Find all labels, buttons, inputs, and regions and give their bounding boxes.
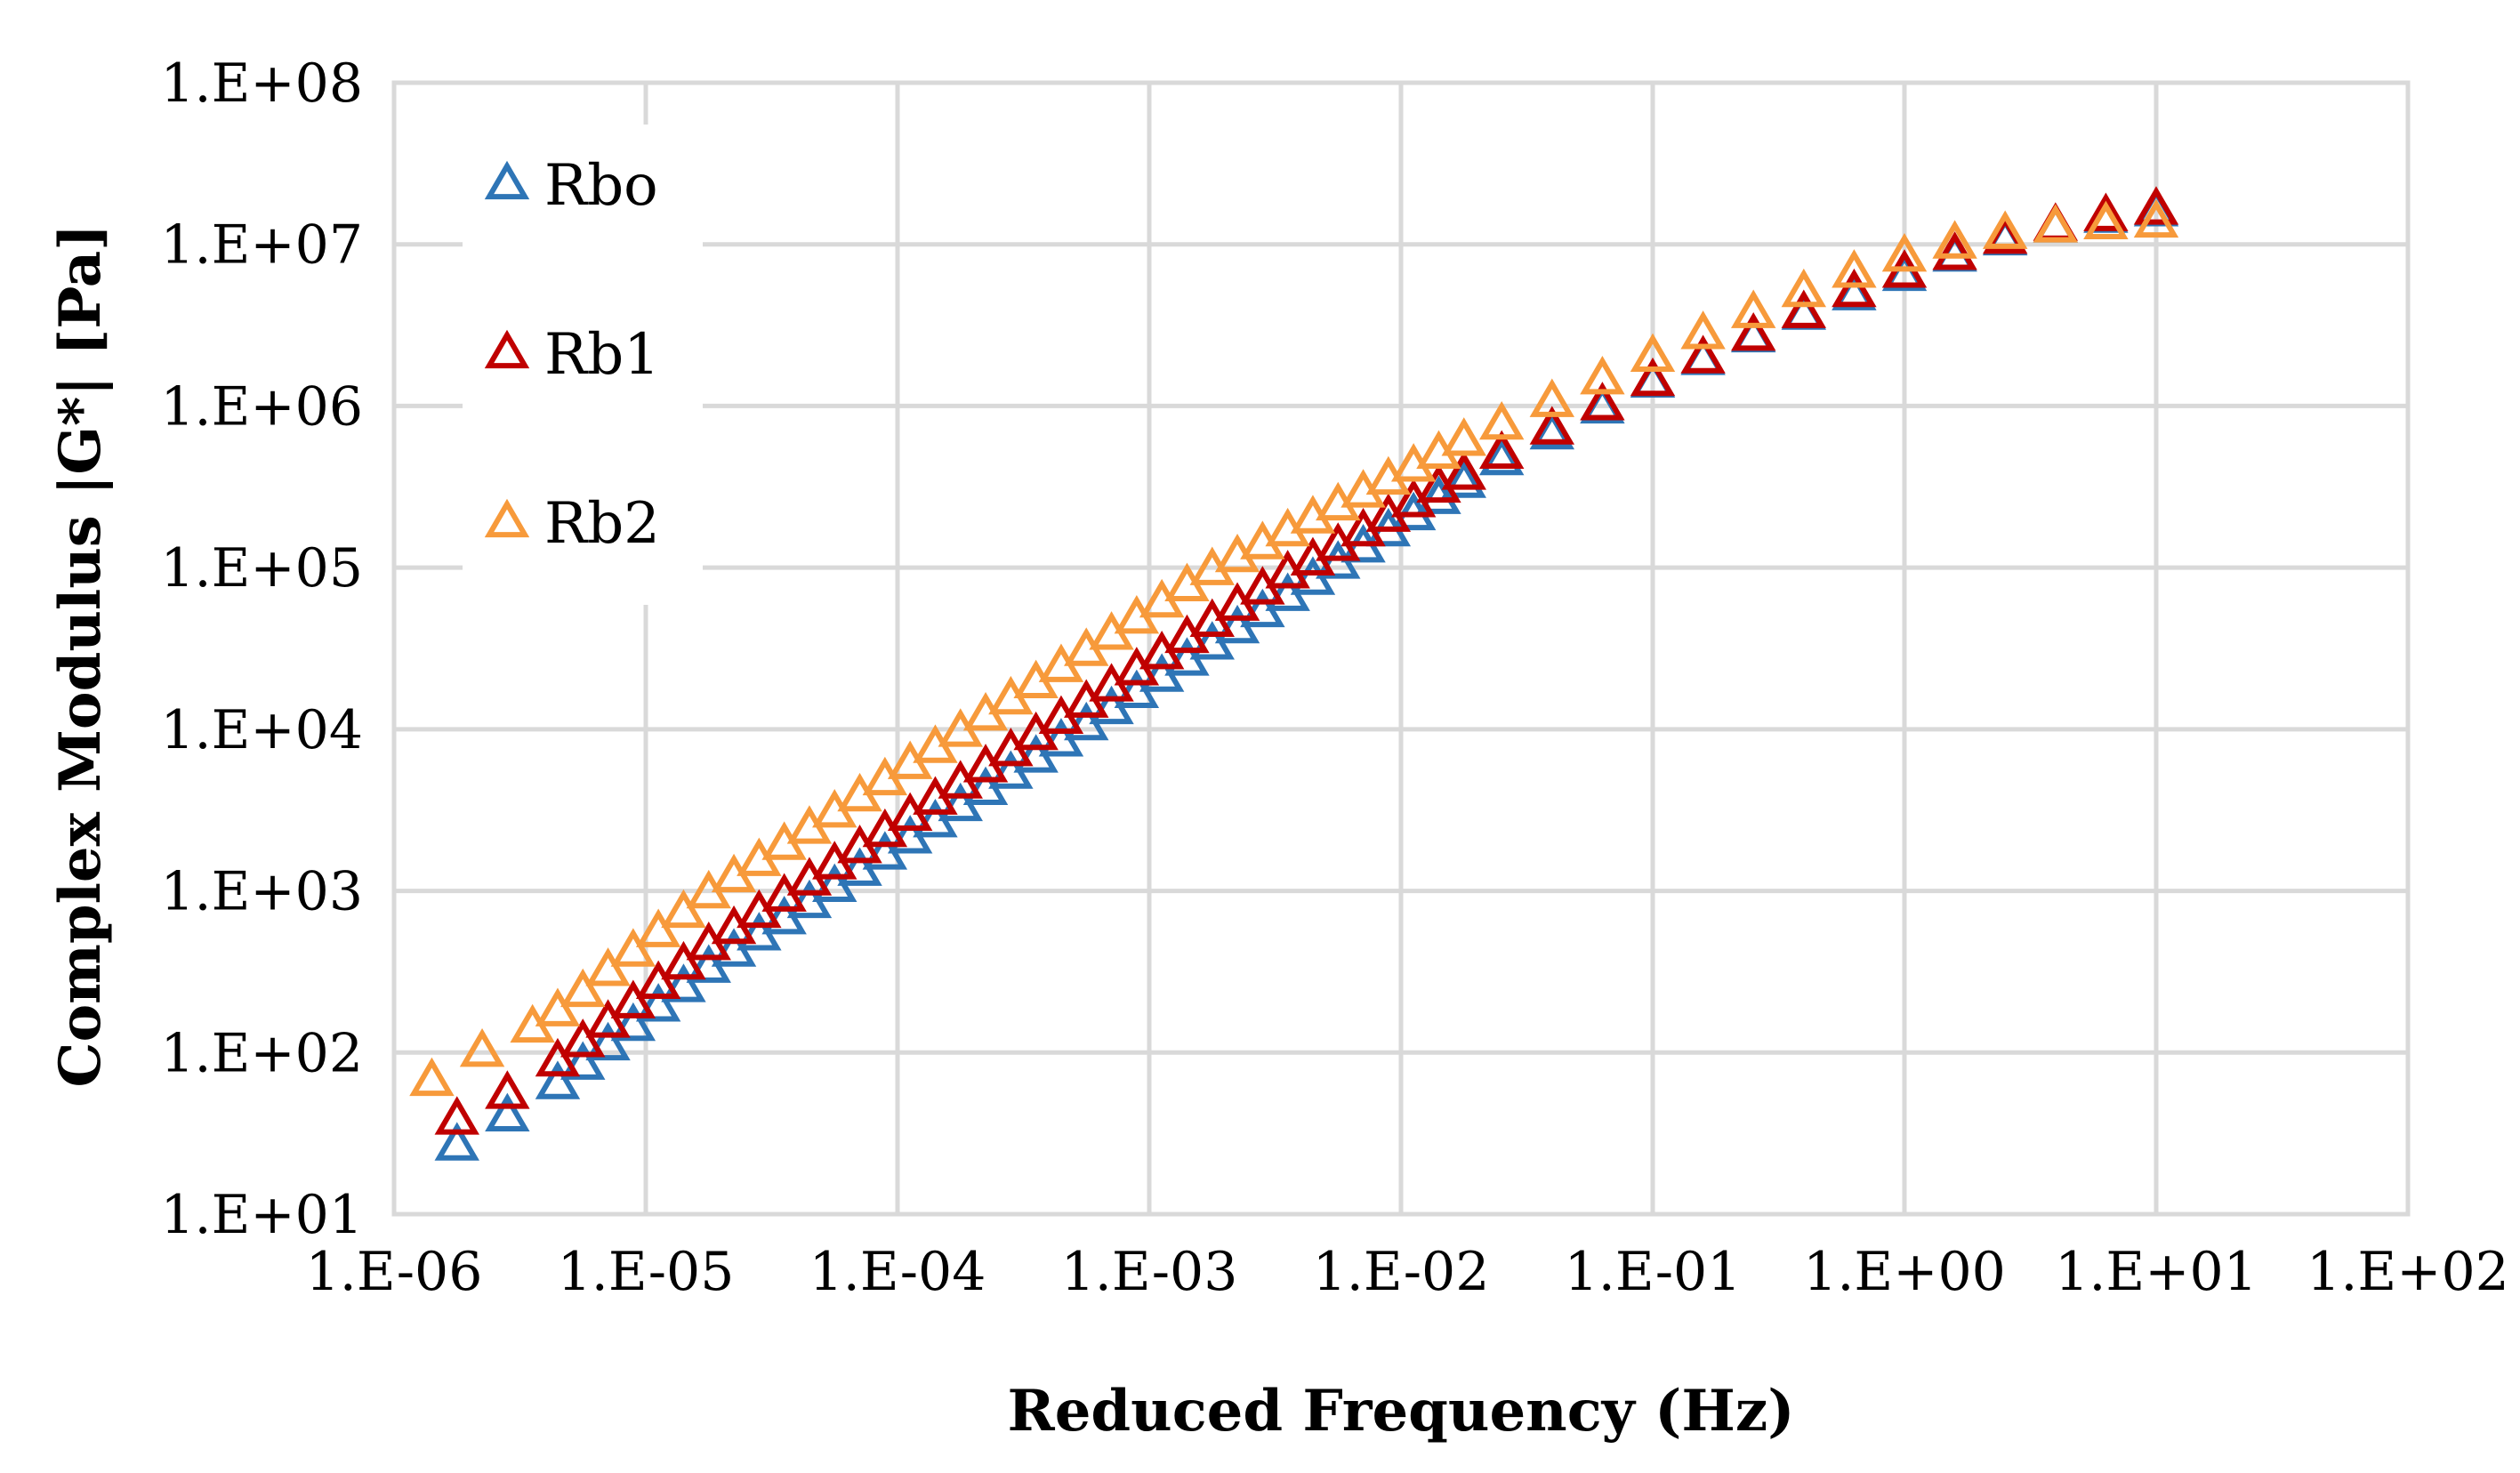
- x-tick-label: 1.E+00: [1803, 1241, 2006, 1303]
- data-point-rbo: [434, 1122, 479, 1161]
- data-point-rb2: [585, 947, 631, 986]
- x-axis-title: Reduced Frequency (Hz): [1008, 1378, 1795, 1445]
- y-tick-label: 1.E+06: [160, 375, 363, 438]
- data-point-rb2: [661, 889, 706, 929]
- data-point-rbo: [1478, 436, 1525, 476]
- data-point-rb1: [485, 1070, 530, 1109]
- data-point-rb2: [1781, 268, 1827, 308]
- data-point-rb1: [560, 1018, 606, 1058]
- legend-marker-rb2: [484, 498, 530, 538]
- data-point-rbo: [485, 1092, 530, 1132]
- data-point-rb2: [535, 987, 581, 1026]
- data-point-rb1: [1680, 334, 1726, 374]
- x-tick-label: 1.E-01: [1565, 1241, 1742, 1303]
- data-point-rbo: [585, 1021, 631, 1061]
- data-point-rb2: [1580, 356, 1625, 395]
- x-axis-tick-labels: 1.E-06 1.E-05 1.E-04 1.E-03 1.E-02 1.E-01 1.E+…: [306, 1241, 2509, 1303]
- data-point-rb2: [610, 928, 656, 967]
- data-point-rb1: [434, 1096, 479, 1135]
- data-point-rb2: [1478, 400, 1525, 440]
- y-tick-label: 1.E+05: [160, 537, 363, 600]
- data-point-rb1: [2133, 186, 2179, 225]
- data-point-rbo: [635, 983, 681, 1022]
- data-point-rb1: [661, 940, 706, 980]
- data-point-rb2: [1730, 289, 1776, 328]
- data-point-rbo: [610, 1002, 656, 1042]
- legend-label-rb1: Rb1: [544, 322, 660, 388]
- x-tick-label: 1.E-02: [1313, 1241, 1490, 1303]
- data-point-rb2: [1529, 378, 1575, 417]
- data-point-rb2: [2033, 204, 2079, 243]
- data-point-rb2: [459, 1027, 505, 1067]
- data-point-rb2: [635, 908, 681, 947]
- y-axis-title: Complex Modulus |G*| [Pa]: [47, 224, 114, 1088]
- data-point-rb1: [1529, 406, 1575, 445]
- data-point-rb1: [535, 1037, 581, 1077]
- x-tick-label: 1.E+01: [2055, 1241, 2258, 1303]
- grid-lines: [391, 80, 2411, 1217]
- data-point-rb1: [1781, 289, 1827, 328]
- data-point-rb2: [1441, 417, 1486, 456]
- data-point-rb2: [1832, 249, 1877, 288]
- y-axis-tick-labels: 1.E+01 1.E+02 1.E+03 1.E+04 1.E+05 1.E+06 1.E+…: [160, 52, 363, 1246]
- data-markers: [409, 186, 2179, 1161]
- data-point-rb1: [1730, 311, 1776, 351]
- legend-marker-rbo: [484, 160, 530, 200]
- x-tick-label: 1.E-06: [306, 1241, 483, 1303]
- data-point-rb2: [560, 968, 606, 1008]
- data-point-rb2: [2133, 198, 2179, 238]
- legend-label-rbo: Rbo: [544, 153, 658, 219]
- data-point-rb2: [1982, 210, 2028, 249]
- data-point-rbo: [1441, 459, 1486, 498]
- y-tick-label: 1.E+08: [160, 52, 363, 115]
- data-point-rb1: [610, 979, 656, 1018]
- y-tick-label: 1.E+01: [160, 1184, 363, 1246]
- data-point-rb1: [1478, 430, 1525, 470]
- series-rb2: [409, 198, 2179, 1097]
- data-point-rb1: [2083, 192, 2129, 231]
- data-point-rb1: [1630, 357, 1676, 397]
- y-tick-label: 1.E+02: [160, 1022, 363, 1084]
- data-point-rb1: [1832, 268, 1877, 308]
- data-point-rb2: [1881, 232, 1928, 272]
- data-point-rb2: [409, 1057, 455, 1097]
- legend-label-rb2: Rb2: [544, 491, 660, 557]
- data-point-rb1: [1441, 451, 1486, 490]
- data-point-rbo: [661, 963, 706, 1002]
- data-point-rb2: [1680, 310, 1726, 350]
- x-tick-label: 1.E-03: [1061, 1241, 1238, 1303]
- legend-marker-rb1: [484, 329, 530, 369]
- data-point-rb2: [1932, 220, 1977, 259]
- x-tick-label: 1.E-04: [809, 1241, 986, 1303]
- data-point-rb2: [2083, 200, 2129, 239]
- data-point-rbo: [560, 1041, 606, 1080]
- plot-area-border: [391, 80, 2411, 1217]
- data-point-rb1: [1932, 231, 1977, 270]
- data-point-rbo: [535, 1060, 581, 1099]
- x-tick-label: 1.E+02: [2307, 1241, 2509, 1303]
- y-tick-label: 1.E+03: [160, 861, 363, 923]
- y-tick-label: 1.E+07: [160, 214, 363, 277]
- y-tick-label: 1.E+04: [160, 699, 363, 761]
- legend: Rbo Rb1 Rb2: [484, 153, 660, 557]
- data-point-rb1: [1580, 382, 1625, 421]
- data-point-rb2: [1630, 333, 1676, 372]
- data-point-rb1: [635, 960, 681, 1000]
- data-point-rb1: [585, 999, 631, 1038]
- x-tick-label: 1.E-05: [558, 1241, 735, 1303]
